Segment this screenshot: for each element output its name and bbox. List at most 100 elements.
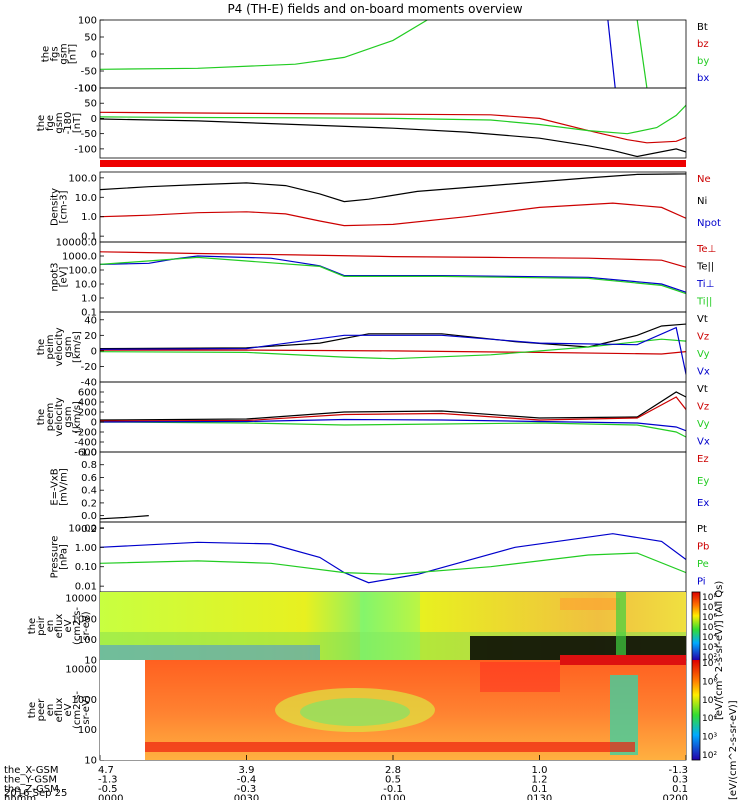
temp-tick-label: 1.0 bbox=[81, 294, 97, 305]
press-legend-entry: Pe bbox=[697, 559, 709, 570]
fgs-ylabel-line: the bbox=[41, 46, 52, 62]
x-tick-label: -0.5 bbox=[98, 784, 118, 795]
fgs-series-bx bbox=[607, 20, 616, 88]
peir-tick-label: 1000 bbox=[72, 614, 97, 625]
x-tick-label: -1.3 bbox=[668, 765, 688, 776]
dens-ylabel-line: Density bbox=[50, 188, 61, 226]
press-tick-label: 0.10 bbox=[75, 562, 97, 573]
fgs-tick-label: -100 bbox=[74, 84, 97, 95]
dens-series-Ni bbox=[100, 173, 686, 203]
x-tick-label: 1.0 bbox=[532, 765, 548, 776]
dens-tick-label: 10.0 bbox=[75, 193, 97, 204]
fgs-series-by bbox=[100, 20, 428, 70]
fge-ylabel-line: gsm bbox=[54, 112, 65, 133]
press-tick-label: 1.00 bbox=[75, 543, 97, 554]
peer-colorbar-tick: 10² bbox=[702, 751, 717, 761]
peir-colorbar-tick: 10² bbox=[702, 653, 717, 663]
peir-colorbar-tick: 10⁵ bbox=[702, 623, 717, 633]
peem-tick-label: -400 bbox=[74, 438, 97, 449]
temp-series-Te bbox=[100, 251, 686, 268]
x-tick-label: 0000 bbox=[98, 794, 123, 800]
peim-ylabel: thepeimvelocitygsm[km/s] bbox=[36, 327, 83, 366]
fgs-ylabel-line: fgs bbox=[50, 46, 61, 61]
fge-ylabel-line: fge bbox=[45, 115, 56, 131]
peir-ylabel-line: sr-eV) bbox=[81, 611, 92, 640]
fgs-tick-label: 0 bbox=[91, 50, 97, 61]
peir-colorbar-tick: 10⁷ bbox=[702, 603, 717, 613]
peer-ylabel-line: sr-eV) bbox=[81, 695, 92, 724]
peim-series-Vt bbox=[100, 323, 686, 350]
temp-ylabel: npot3[eV] bbox=[50, 262, 70, 291]
peim-frame bbox=[99, 311, 687, 383]
temp-legend-entry: Ti⊥ bbox=[696, 279, 714, 290]
fge-ylabel-line: [nT] bbox=[72, 113, 83, 133]
peim-series-Vy bbox=[100, 338, 686, 360]
efield-series-Ex bbox=[100, 515, 149, 520]
x-tick-label: 0030 bbox=[234, 794, 259, 800]
x-tick-label: 0.1 bbox=[532, 784, 548, 795]
peer-ylabel-line: the bbox=[27, 702, 38, 718]
x-tick-label: -0.3 bbox=[237, 784, 257, 795]
peim-legend-entry: Vt bbox=[697, 314, 708, 325]
x-tick-label: 0.3 bbox=[672, 775, 688, 786]
x-tick-label: 3.9 bbox=[239, 765, 255, 776]
x-tick-label: 0200 bbox=[663, 794, 688, 800]
peir-ylabel-line: en bbox=[45, 620, 56, 633]
temp-legend-entry: Te⊥ bbox=[696, 244, 716, 255]
chart-title: P4 (TH-E) fields and on-board moments ov… bbox=[227, 2, 522, 16]
peir-tick-label: 100 bbox=[78, 635, 97, 646]
peim-ylabel-line: [km/s] bbox=[72, 331, 83, 363]
peer-colorbar-tick: 10⁵ bbox=[702, 696, 717, 706]
efield-tick-label: 1.0 bbox=[81, 448, 97, 459]
temp-series-Ti bbox=[100, 256, 686, 295]
peim-legend-entry: Vx bbox=[697, 367, 710, 378]
efield-tick-label: -0.2 bbox=[77, 524, 97, 535]
efield-tick-label: 0.2 bbox=[81, 498, 97, 509]
peer-colorbar bbox=[692, 660, 700, 760]
peem-ylabel-line: gsm bbox=[63, 406, 74, 427]
peim-tick-label: 20 bbox=[84, 331, 97, 342]
peem-ylabel-line: the bbox=[36, 409, 47, 425]
temp-tick-label: 100.0 bbox=[68, 266, 97, 277]
press-legend-entry: Pt bbox=[697, 524, 707, 535]
peir-colorbar bbox=[692, 592, 700, 660]
x-tick-label: 0.5 bbox=[385, 775, 401, 786]
x-tick-label: 0100 bbox=[380, 794, 405, 800]
date-label: 2016 Sep 25 bbox=[4, 788, 67, 799]
peer-ylabel-line: peer bbox=[36, 698, 47, 722]
temp-tick-label: 1000.0 bbox=[62, 252, 97, 263]
x-tick-label: 4.7 bbox=[98, 765, 114, 776]
press-series-Pe bbox=[100, 552, 686, 576]
fge-tick-label: 50 bbox=[84, 99, 97, 110]
fgs-legend-entry: by bbox=[697, 56, 709, 67]
efield-ylabel: E=-VxB[mV/m] bbox=[50, 468, 70, 506]
fgs-ylabel-line: gsm bbox=[59, 43, 70, 64]
x-row-label: the_X-GSM bbox=[4, 765, 58, 776]
dens-legend-entry: Ni bbox=[697, 196, 707, 207]
dens-ylabel: Density[cm-3] bbox=[50, 188, 70, 226]
peem-tick-label: -200 bbox=[74, 428, 97, 439]
x-tick-label: 0.1 bbox=[672, 784, 688, 795]
peir-colorbar-tick: 10³ bbox=[702, 643, 717, 653]
peem-tick-label: -600 bbox=[74, 448, 97, 459]
fge-tick-label: 0 bbox=[91, 114, 97, 125]
peer-tick-label: 1000 bbox=[72, 695, 97, 706]
temp-ylabel-line: npot3 bbox=[50, 262, 61, 291]
fge-frame bbox=[99, 87, 687, 159]
dens-tick-label: 100.0 bbox=[68, 173, 97, 184]
peer-ylabel-line: en bbox=[45, 704, 56, 717]
peer-colorbar-tick: 10⁴ bbox=[702, 714, 717, 724]
peer-colorbar-tick: 10⁶ bbox=[702, 677, 717, 687]
peer-ylabel-line: (cm2-s- bbox=[72, 691, 83, 729]
x-tick-label: -0.4 bbox=[237, 775, 257, 786]
temp-tick-label: 0.1 bbox=[81, 308, 97, 319]
peem-ylabel-line: velocity bbox=[54, 397, 65, 436]
press-legend-entry: Pi bbox=[697, 577, 706, 588]
peem-tick-label: 400 bbox=[78, 398, 97, 409]
dens-legend-entry: Ne bbox=[697, 174, 711, 185]
peir-ylabel-line: eV bbox=[63, 619, 74, 632]
fge-series-bz bbox=[100, 111, 686, 144]
efield-legend-entry: Ey bbox=[697, 476, 709, 487]
efield-tick-label: 0.0 bbox=[81, 511, 97, 522]
